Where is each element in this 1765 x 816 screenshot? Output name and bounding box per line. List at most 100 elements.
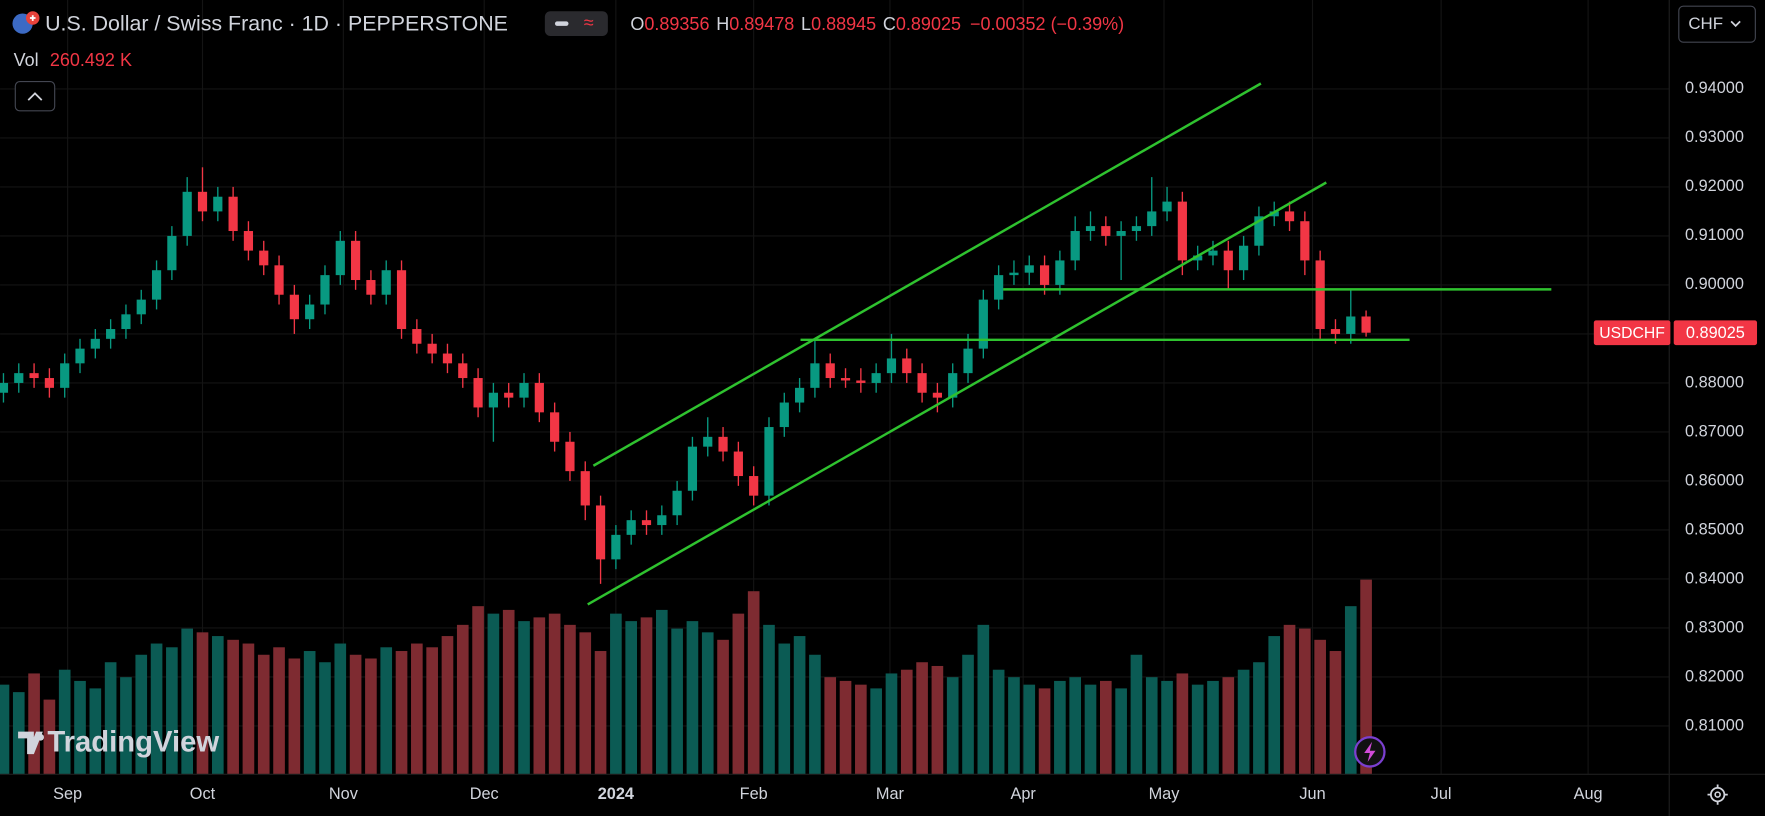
candle-body <box>626 520 636 535</box>
volume-bar <box>1054 680 1066 775</box>
candle-body <box>1361 316 1371 333</box>
candle-body <box>810 363 820 388</box>
volume-bar <box>839 680 852 775</box>
volume-bar <box>74 680 86 775</box>
candle-body <box>1177 201 1187 261</box>
volume-bar <box>962 654 974 775</box>
y-tick-label: 0.86000 <box>1685 471 1744 489</box>
candle-body <box>1239 245 1249 271</box>
change-value: −0.00352 (−0.39%) <box>970 14 1124 34</box>
candle-body <box>641 520 652 526</box>
volume-bar <box>472 606 484 775</box>
candle-body <box>749 476 759 496</box>
volume-bar <box>1176 673 1189 775</box>
candle-body <box>718 436 728 452</box>
candle-body <box>305 304 315 320</box>
volume-bar <box>1023 684 1036 775</box>
volume-bar <box>395 651 408 775</box>
volume-bar <box>1099 680 1112 775</box>
x-tick-label: Sep <box>53 785 82 803</box>
volume-bar <box>579 632 592 775</box>
candle-body <box>473 378 483 408</box>
flash-icon[interactable] <box>1354 736 1386 768</box>
currency-button[interactable]: CHF <box>1678 5 1756 43</box>
candle-body <box>504 392 514 398</box>
volume-bar <box>487 613 500 775</box>
candle-body <box>840 378 851 381</box>
volume-bar <box>242 643 255 775</box>
volume-bar <box>58 669 71 775</box>
x-tick-label: Feb <box>740 785 768 803</box>
axes: 0.81000 0.82000 0.83000 0.84000 0.85000 0.860… <box>53 79 1758 803</box>
watermark-text: TradingView <box>47 727 219 759</box>
y-tick-label: 0.82000 <box>1685 667 1744 685</box>
candle-body <box>121 314 131 330</box>
candle-body <box>932 392 942 398</box>
volume-bar <box>900 669 913 775</box>
candle-body <box>458 363 468 379</box>
y-tick-label: 0.93000 <box>1685 128 1744 146</box>
volume-bar <box>150 643 163 775</box>
volume-bar <box>1283 624 1296 775</box>
x-tick-label: 2024 <box>598 785 634 803</box>
y-tick-label: 0.90000 <box>1685 275 1744 293</box>
volume-bar <box>763 624 775 775</box>
volume-bar <box>104 662 117 775</box>
candle-body <box>1269 211 1279 217</box>
y-tick-label: 0.91000 <box>1685 226 1744 244</box>
candle-body <box>565 441 575 472</box>
candle-body <box>274 265 284 295</box>
volume-bar <box>196 632 209 775</box>
collapse-button[interactable] <box>14 81 56 112</box>
volume-bar <box>916 662 928 775</box>
volume-bar <box>0 684 10 775</box>
y-tick-label: 0.87000 <box>1685 422 1744 440</box>
volume-bar <box>1130 654 1143 775</box>
candle-body <box>963 348 973 374</box>
volume-bar <box>166 647 178 775</box>
x-tick-label: Jun <box>1299 785 1325 803</box>
candle-body <box>381 270 391 295</box>
candle-body <box>320 275 330 305</box>
symbol-tag-label: USDCHF <box>1599 325 1665 342</box>
candle-body <box>672 490 682 516</box>
candle-body <box>795 387 805 403</box>
volume-bar <box>349 654 362 775</box>
volume-bar <box>1344 606 1357 775</box>
y-tick-label: 0.83000 <box>1685 618 1744 636</box>
volume-bar <box>135 654 148 775</box>
candle-body <box>580 471 590 506</box>
volume-bar <box>89 688 102 775</box>
volume-bar <box>717 639 729 775</box>
volume-bar <box>120 677 132 775</box>
candle-body <box>871 373 881 383</box>
candle-body <box>1024 265 1034 273</box>
candle-body <box>1162 201 1172 212</box>
x-tick-label: May <box>1149 785 1181 803</box>
volume-bar <box>824 677 837 775</box>
currency-label: CHF <box>1688 14 1723 33</box>
volume-bar <box>28 673 40 775</box>
ohlc-label: L <box>801 14 811 34</box>
trend-line <box>592 82 1262 467</box>
ohlc-value: 0.89025 <box>896 14 961 34</box>
candle-body <box>1346 316 1356 334</box>
volume-bar <box>181 628 194 775</box>
candle-body <box>335 240 345 276</box>
x-tick-label: Jul <box>1431 785 1452 803</box>
volume-bar <box>426 647 438 775</box>
candle-body <box>442 353 453 364</box>
candle-body <box>1315 260 1325 330</box>
candle-body <box>197 191 208 212</box>
volume-bar <box>701 632 714 775</box>
candle-body <box>228 196 238 232</box>
volume-bar <box>885 673 898 775</box>
settings-button[interactable] <box>1707 784 1728 805</box>
candle-body <box>106 329 116 339</box>
volume-bar <box>1299 628 1311 775</box>
compare-buttons[interactable]: ≈ <box>544 11 608 37</box>
candle-body <box>779 402 789 428</box>
volume-bar <box>946 677 959 775</box>
volume-bar <box>655 609 668 775</box>
volume-value: 260.492 K <box>50 50 132 70</box>
